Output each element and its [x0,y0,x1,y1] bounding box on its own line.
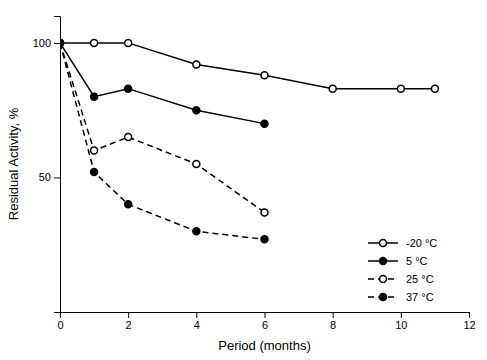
x-axis: 0 2 4 6 8 10 12 [57,312,475,331]
point [91,147,98,154]
tick-label: 10 [395,319,407,331]
y-axis: 50 100 [33,17,61,313]
series [60,39,268,127]
legend-item: 37 °C [368,291,434,303]
legend: -20 °C 5 °C 25 °C 37 °C [368,237,437,303]
point [193,228,200,235]
point [261,209,268,216]
tick: 100 [33,37,60,49]
point [125,134,132,141]
legend-label: -20 °C [406,237,437,249]
tick-label: 2 [126,319,132,331]
tick-mark [469,312,470,318]
tick-label: 6 [262,319,268,331]
point [60,39,64,46]
legend-label: 25 °C [406,273,434,285]
point [329,85,336,92]
legend-label: 5 °C [406,255,428,267]
tick-label: 50 [39,171,51,183]
point [125,201,132,208]
tick-label: 100 [33,37,51,49]
tick: 2 [126,312,132,331]
chart-container: 0 2 4 6 8 10 12 50 100 Period (months) Residual Ac… [0,0,487,360]
tick-mark [128,312,129,318]
point [91,169,98,176]
line [60,43,265,213]
point [397,85,404,92]
legend-label: 37 °C [406,291,434,303]
axis-line [54,17,61,313]
legend-item: 25 °C [368,273,434,285]
plot: 0 2 4 6 8 10 12 50 100 Period (months) Residual Ac… [6,17,476,354]
point [193,61,200,68]
x-axis-title: Period (months) [218,338,310,353]
tick-label: 4 [194,319,200,331]
point [60,39,64,46]
tick-mark [54,177,60,178]
point [125,39,132,46]
tick-mark [54,43,60,44]
point [431,85,438,92]
series [60,39,438,92]
point [261,72,268,79]
axis-line [61,313,470,319]
series [60,39,268,242]
tick: 8 [330,312,336,331]
point [193,107,200,114]
tick: 12 [463,312,475,331]
tick: 4 [194,312,200,331]
tick-mark [196,312,197,318]
y-axis-title: Residual Activity, % [6,107,21,220]
point [261,120,268,127]
tick: 6 [262,312,268,331]
legend-item: 5 °C [368,255,428,267]
point [91,93,98,100]
tick: 0 [57,312,63,331]
marks [60,39,438,242]
point [193,161,200,168]
chart: 0 2 4 6 8 10 12 50 100 Period (months) Residual Ac… [0,0,487,360]
tick: 10 [395,312,407,331]
tick-label: 12 [463,319,475,331]
tick-mark [265,312,266,318]
point [125,85,132,92]
legend-marker [380,294,387,301]
tick-label: 8 [330,319,336,331]
line [60,43,435,89]
tick: 50 [39,171,60,183]
series [60,39,268,216]
line [60,43,265,239]
tick-mark [401,312,402,318]
point [60,39,64,46]
legend-item: -20 °C [368,237,437,249]
point [91,39,98,46]
point [60,39,64,46]
tick-mark [333,312,334,318]
legend-marker [380,276,387,283]
point [261,236,268,243]
line [60,43,265,124]
tick-label: 0 [57,319,63,331]
legend-marker [380,240,387,247]
legend-marker [380,258,387,265]
